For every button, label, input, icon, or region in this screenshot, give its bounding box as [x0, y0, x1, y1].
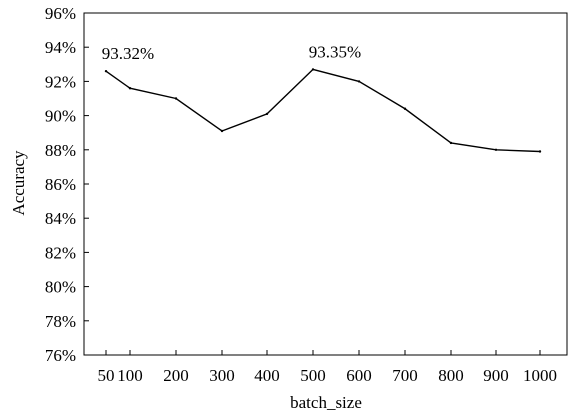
x-tick-label: 1000: [523, 366, 557, 385]
y-tick-label: 76%: [45, 346, 76, 365]
series-line: [105, 68, 541, 153]
x-tick-label: 600: [346, 366, 372, 385]
y-tick-label: 94%: [45, 38, 76, 57]
data-point: [265, 112, 269, 116]
y-tick-label: 86%: [45, 175, 76, 194]
y-tick-label: 78%: [45, 312, 76, 331]
data-label: 93.32%: [102, 44, 154, 63]
x-tick-label: 300: [209, 366, 235, 385]
data-point: [220, 129, 224, 133]
y-tick-label: 90%: [45, 107, 76, 126]
x-tick-label: 800: [438, 366, 464, 385]
data-point: [357, 80, 361, 83]
data-label: 93.35%: [309, 42, 361, 61]
plot-frame: [83, 12, 568, 356]
data-point: [174, 97, 178, 100]
x-tick-label: 200: [163, 366, 189, 385]
x-tick-label: 700: [392, 366, 418, 385]
x-tick-label: 900: [483, 366, 509, 385]
data-point: [128, 87, 132, 90]
data-point: [449, 141, 453, 145]
x-axis-label: batch_size: [290, 393, 362, 412]
y-tick-label: 84%: [45, 209, 76, 228]
x-tick-label: 50: [98, 366, 115, 385]
x-tick-label: 400: [254, 366, 280, 385]
y-tick-label: 92%: [45, 72, 76, 91]
data-point: [311, 68, 315, 71]
y-axis-label: Accuracy: [9, 150, 28, 216]
data-point: [104, 69, 108, 73]
data-point: [538, 150, 542, 153]
x-tick-label: 500: [300, 366, 326, 385]
x-tick-label: 100: [117, 366, 143, 385]
y-tick-label: 80%: [45, 278, 76, 297]
plot-area: 76% 78% 80% 82% 84% 86% 88% 90% 92% 94% 96% 50 100 20…: [45, 4, 568, 385]
data-point: [494, 148, 498, 151]
y-tick-label: 82%: [45, 243, 76, 262]
y-tick-label: 96%: [45, 4, 76, 23]
data-point: [403, 107, 407, 110]
y-tick-label: 88%: [45, 141, 76, 160]
